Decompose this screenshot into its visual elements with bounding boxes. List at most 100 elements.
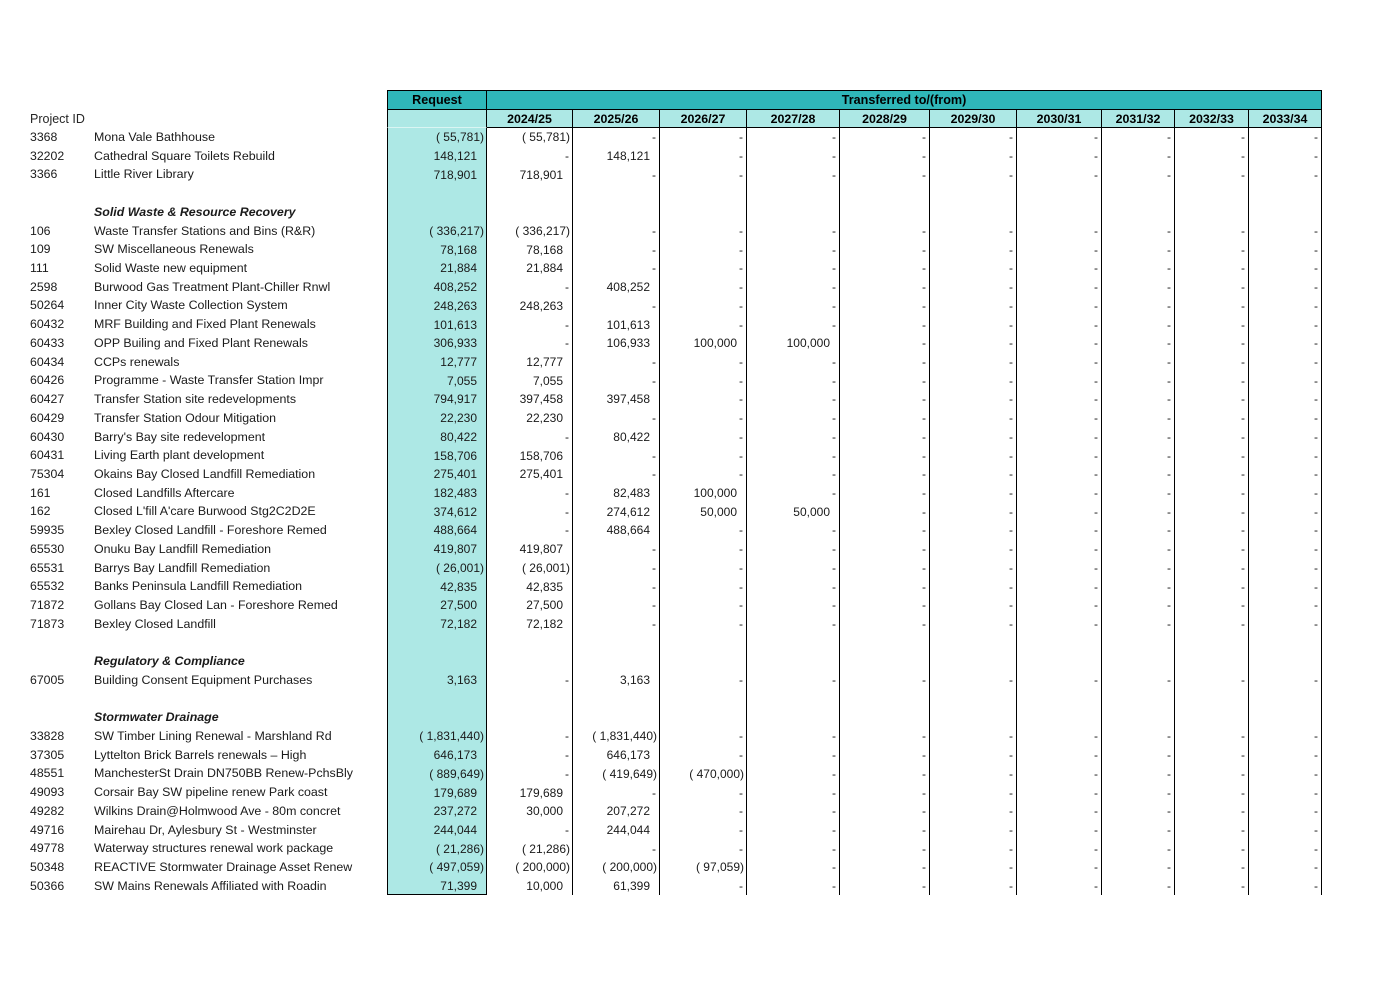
year-header-cell: 2031/32 — [1102, 110, 1175, 128]
year-value-cell: - — [573, 783, 660, 802]
request-cell: ( 26,001) — [387, 558, 487, 578]
year-value-cell: 27,500 — [487, 595, 573, 615]
year-header-cell: 2033/34 — [1249, 110, 1322, 128]
project-name-cell: Inner City Waste Collection System — [94, 298, 288, 313]
table-row: 49716 Mairehau Dr, Aylesbury St - Westmin… — [0, 821, 387, 840]
year-value-cell — [1102, 708, 1175, 727]
year-value-cell: - — [930, 333, 1017, 353]
year-value-cell: - — [747, 558, 840, 578]
year-value-cell: - — [930, 577, 1017, 596]
project-name-cell: CCPs renewals — [94, 354, 180, 369]
year-value-cell: - — [1102, 333, 1175, 353]
year-value-cell: - — [1102, 296, 1175, 316]
year-header-cell: 2028/29 — [840, 110, 930, 128]
year-value-cell: - — [747, 165, 840, 185]
year-value-cell: - — [1017, 614, 1102, 634]
request-cell: 158,706 — [387, 446, 487, 465]
project-id-cell: 50348 — [30, 860, 65, 875]
year-value-cell: - — [1175, 483, 1249, 503]
year-value-cell: - — [573, 352, 660, 372]
year-value-cell — [1249, 633, 1322, 653]
year-value-cell: - — [660, 783, 747, 802]
year-value-cell: ( 419,649) — [573, 764, 660, 784]
year-value-cell: - — [747, 128, 840, 147]
year-value-cell — [930, 184, 1017, 203]
year-value-cell — [1102, 633, 1175, 653]
year-value-cell: - — [660, 670, 747, 690]
year-value-cell: - — [1102, 801, 1175, 821]
year-value-cell: - — [487, 745, 573, 765]
year-value-cell: - — [930, 858, 1017, 877]
year-value-cell — [1017, 708, 1102, 727]
year-value-cell — [930, 202, 1017, 222]
year-value-cell: 42,835 — [487, 577, 573, 596]
request-cell: 179,689 — [387, 783, 487, 802]
request-cell: ( 1,831,440) — [387, 727, 487, 746]
year-value-cell: - — [660, 521, 747, 540]
project-id-cell: 60429 — [30, 410, 65, 425]
year-value-cell — [1175, 184, 1249, 203]
year-value-cell: - — [1249, 502, 1322, 522]
year-value-cell: - — [1249, 577, 1322, 596]
year-value-cell: - — [930, 558, 1017, 578]
year-value-cell: - — [660, 595, 747, 615]
year-value-cell: - — [1175, 502, 1249, 522]
year-value-cell: - — [1249, 464, 1322, 484]
year-value-cell: - — [660, 745, 747, 765]
year-value-cell — [1102, 202, 1175, 222]
year-value-cell: - — [840, 558, 930, 578]
year-value-cell: - — [1017, 820, 1102, 840]
year-value-cell: - — [1175, 464, 1249, 484]
year-value-cell: - — [487, 315, 573, 334]
project-id-cell: 60431 — [30, 448, 65, 463]
year-value-cell: - — [1249, 165, 1322, 185]
project-name-cell: Gollans Bay Closed Lan - Foreshore Remed — [94, 597, 338, 612]
year-value-cell: - — [1175, 670, 1249, 690]
request-cell: 646,173 — [387, 745, 487, 765]
year-value-cell — [747, 652, 840, 671]
project-id-cell: 71873 — [30, 616, 65, 631]
request-cell: 248,263 — [387, 296, 487, 316]
year-value-cell — [1017, 633, 1102, 653]
year-value-cell: - — [930, 446, 1017, 465]
project-id-cell: 65532 — [30, 579, 65, 594]
year-value-cell: - — [930, 165, 1017, 185]
project-name-cell: SW Mains Renewals Affiliated with Roadin — [94, 878, 327, 893]
year-value-cell: - — [1175, 128, 1249, 147]
year-value-cell: - — [1017, 221, 1102, 241]
year-value-cell: - — [660, 352, 747, 372]
year-value-cell: - — [1017, 259, 1102, 278]
request-cell — [387, 184, 487, 203]
project-name-cell: Solid Waste new equipment — [94, 261, 248, 276]
year-value-cell: ( 470,000) — [660, 764, 747, 784]
year-value-cell: - — [660, 240, 747, 260]
project-id-cell: 2598 — [30, 279, 58, 294]
year-value-cell: 148,121 — [573, 146, 660, 166]
year-value-cell: - — [930, 764, 1017, 784]
year-value-cell: - — [930, 464, 1017, 484]
year-value-cell: - — [747, 727, 840, 746]
year-value-cell: - — [1175, 820, 1249, 840]
year-value-cell: - — [840, 408, 930, 428]
year-value-cell: - — [1102, 146, 1175, 166]
year-value-cell: - — [1017, 595, 1102, 615]
year-value-cell: - — [930, 521, 1017, 540]
year-value-cell: - — [747, 315, 840, 334]
year-value-cell: - — [1102, 371, 1175, 391]
year-value-cell: - — [1102, 315, 1175, 334]
project-id-cell: 65531 — [30, 560, 65, 575]
year-value-cell: - — [1175, 408, 1249, 428]
year-value-cell: - — [1017, 446, 1102, 465]
year-value-cell: - — [1249, 745, 1322, 765]
year-value-cell — [747, 708, 840, 727]
table-row — [0, 184, 387, 203]
year-value-cell — [1175, 708, 1249, 727]
project-name-cell: Onuku Bay Landfill Remediation — [94, 541, 272, 556]
year-value-cell: - — [840, 727, 930, 746]
table-row: 65530 Onuku Bay Landfill Remediation — [0, 540, 387, 559]
year-value-cell: - — [1102, 558, 1175, 578]
transferred-header: Transferred to/(from) — [487, 90, 1322, 110]
year-value-cell — [840, 689, 930, 709]
table-row: 59935 Bexley Closed Landfill - Foreshore … — [0, 521, 387, 540]
